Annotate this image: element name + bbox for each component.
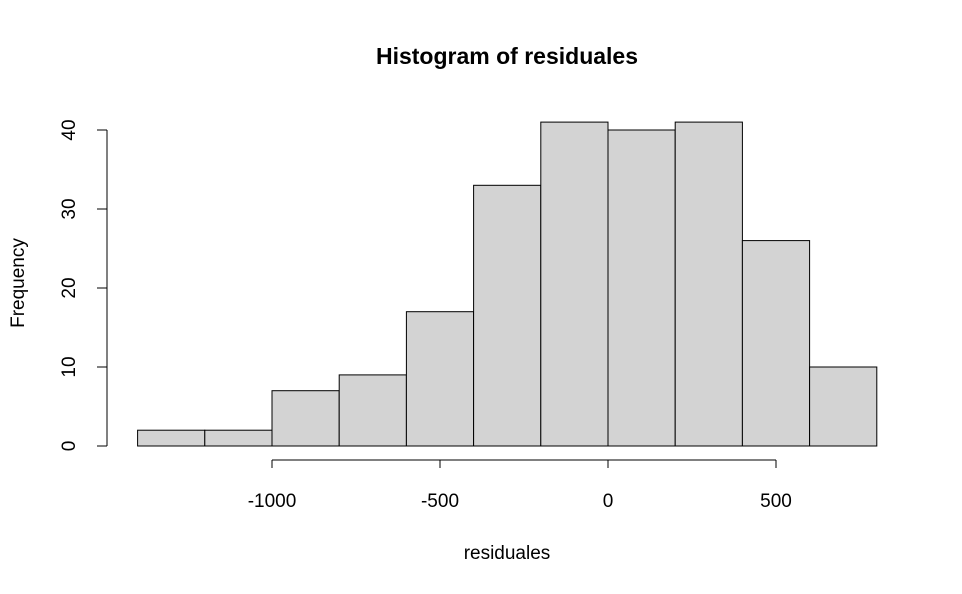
y-tick-label: 20 — [59, 277, 80, 298]
histogram-bar — [204, 429, 273, 447]
y-axis-label: Frequency — [8, 238, 29, 328]
histogram-bar — [137, 429, 206, 447]
y-axis: 0 10 20 30 40 — [59, 119, 108, 452]
x-tick-label: -500 — [421, 491, 459, 512]
histogram-bar — [473, 184, 542, 447]
bars-group — [137, 121, 878, 447]
histogram-bar — [405, 311, 475, 447]
x-tick-label: 0 — [603, 491, 614, 512]
histogram-bar — [741, 240, 811, 447]
histogram-bar — [809, 366, 878, 447]
y-tick-label: 0 — [59, 441, 80, 452]
histogram-bar — [271, 390, 340, 447]
chart-title: Histogram of residuales — [376, 43, 638, 69]
y-tick-label: 30 — [59, 198, 80, 219]
x-tick-label: -1000 — [248, 491, 297, 512]
x-tick-label: 500 — [760, 491, 792, 512]
histogram-bar — [540, 121, 609, 447]
y-tick-label: 40 — [59, 119, 80, 140]
y-tick-label: 10 — [59, 356, 80, 377]
histogram-bar — [674, 121, 743, 447]
histogram-bar — [607, 129, 676, 447]
x-axis-label: residuales — [464, 543, 551, 564]
x-axis: -1000 -500 0 500 — [248, 459, 792, 512]
histogram-bar — [338, 374, 407, 447]
